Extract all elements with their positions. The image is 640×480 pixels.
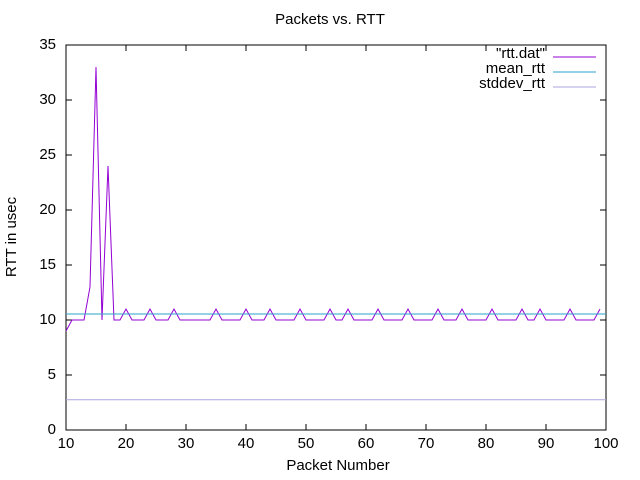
y-tick-label: 15 [39, 256, 56, 273]
y-tick-label: 35 [39, 36, 56, 53]
y-tick-label: 10 [39, 311, 56, 328]
x-tick-label: 20 [118, 435, 135, 452]
plot-border [65, 44, 607, 431]
x-tick-label: 90 [538, 435, 555, 452]
x-tick-label: 60 [358, 435, 375, 452]
x-tick-label: 40 [238, 435, 255, 452]
x-axis-label: Packet Number [286, 457, 389, 474]
y-axis-label: RTT in usec [3, 196, 20, 277]
legend-label: "rtt.dat" [496, 45, 545, 62]
x-tick-label: 100 [593, 435, 618, 452]
y-tick-label: 30 [39, 91, 56, 108]
x-tick-label: 50 [298, 435, 315, 452]
y-tick-label: 5 [48, 366, 56, 383]
x-tick-label: 70 [418, 435, 435, 452]
x-tick-label: 80 [478, 435, 495, 452]
x-tick-label: 30 [178, 435, 195, 452]
x-tick-label: 10 [58, 435, 75, 452]
data-line [65, 66, 601, 332]
y-tick-label: 25 [39, 146, 56, 163]
legend-label: stddev_rtt [479, 75, 546, 92]
y-tick-label: 0 [48, 421, 56, 438]
legend-label: mean_rtt [486, 60, 546, 77]
y-tick-label: 20 [39, 201, 56, 218]
chart-title: Packets vs. RTT [275, 11, 385, 28]
